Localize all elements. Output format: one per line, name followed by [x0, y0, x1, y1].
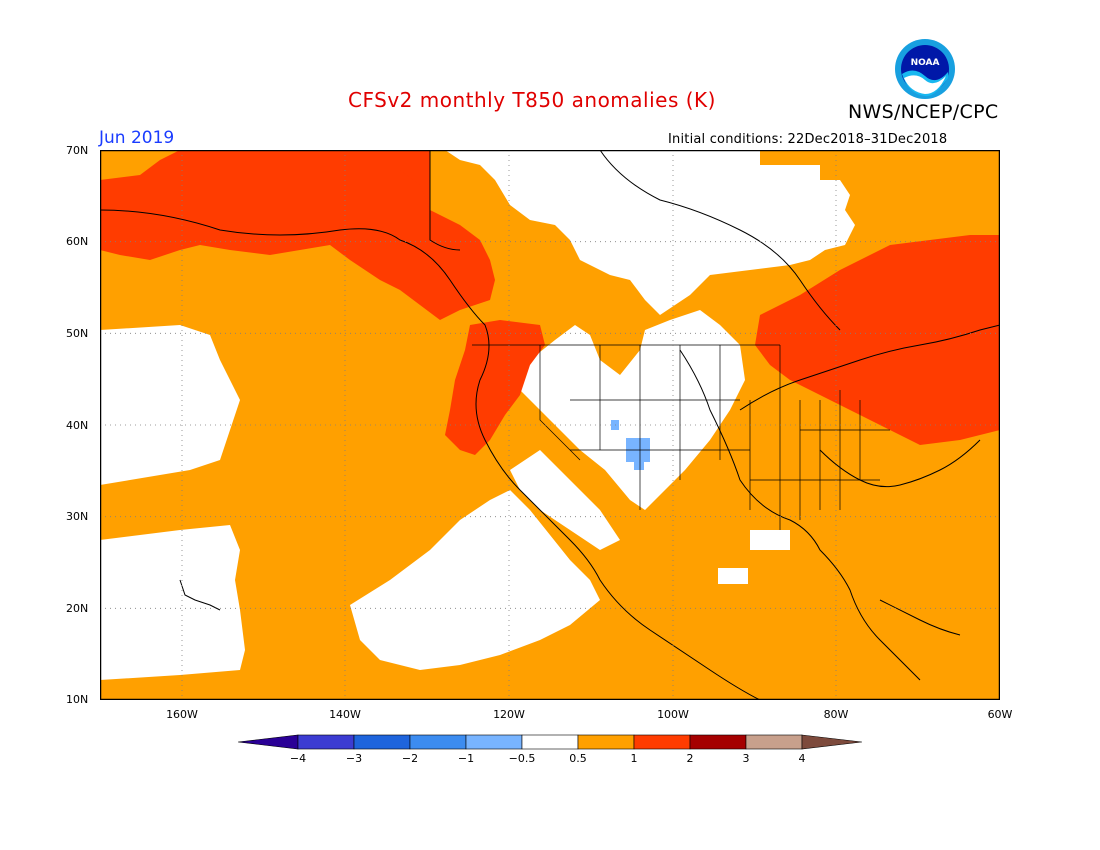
forecast-month: Jun 2019 [99, 128, 175, 148]
colorbar-cell [577, 734, 635, 750]
noaa-logo: NOAA [895, 39, 955, 99]
colorbar-cell [689, 734, 747, 750]
lat-label: 10N [66, 693, 89, 706]
neutral-regions [100, 150, 855, 680]
colorbar-label: −0.5 [508, 752, 536, 765]
colorbar-cell [297, 734, 355, 750]
colorbar-label: −3 [345, 752, 363, 765]
colorbar [238, 734, 862, 750]
lat-label: 60N [66, 235, 89, 248]
agency-label: NWS/NCEP/CPC [848, 101, 999, 123]
lon-label: 80W [823, 708, 849, 721]
colorbar-label: 2 [686, 752, 694, 765]
colorbar-label: 4 [798, 752, 806, 765]
colorbar-cell [521, 734, 579, 750]
anomaly-map [100, 150, 1000, 700]
colorbar-cell [745, 734, 803, 750]
map-frame [100, 150, 1000, 700]
lat-label: 50N [66, 327, 89, 340]
map-title: CFSv2 monthly T850 anomalies (K) [348, 88, 716, 112]
lon-label: 100W [657, 708, 689, 721]
lon-label: 60W [987, 708, 1013, 721]
graticule [100, 150, 1000, 700]
lon-label: 160W [166, 708, 198, 721]
colorbar-cell [409, 734, 467, 750]
initial-conditions: Initial conditions: 22Dec2018–31Dec2018 [668, 132, 948, 147]
lon-label: 140W [329, 708, 361, 721]
svg-text:NOAA: NOAA [911, 58, 940, 68]
colorbar-cell [465, 734, 523, 750]
colorbar-label: −2 [401, 752, 419, 765]
lat-label: 70N [66, 144, 89, 157]
lat-label: 40N [66, 419, 89, 432]
lon-label: 120W [493, 708, 525, 721]
colorbar-cell [238, 734, 299, 750]
colorbar-label: 1 [630, 752, 638, 765]
colorbar-label: −4 [289, 752, 307, 765]
colorbar-label: 3 [742, 752, 750, 765]
colorbar-label: 0.5 [569, 752, 587, 765]
colorbar-cell [801, 734, 862, 750]
lat-label: 20N [66, 602, 89, 615]
colorbar-cell [633, 734, 691, 750]
coastlines [100, 150, 1000, 700]
lat-label: 30N [66, 510, 89, 523]
colorbar-label: −1 [457, 752, 475, 765]
state-borders [472, 344, 890, 530]
colorbar-cell [353, 734, 411, 750]
